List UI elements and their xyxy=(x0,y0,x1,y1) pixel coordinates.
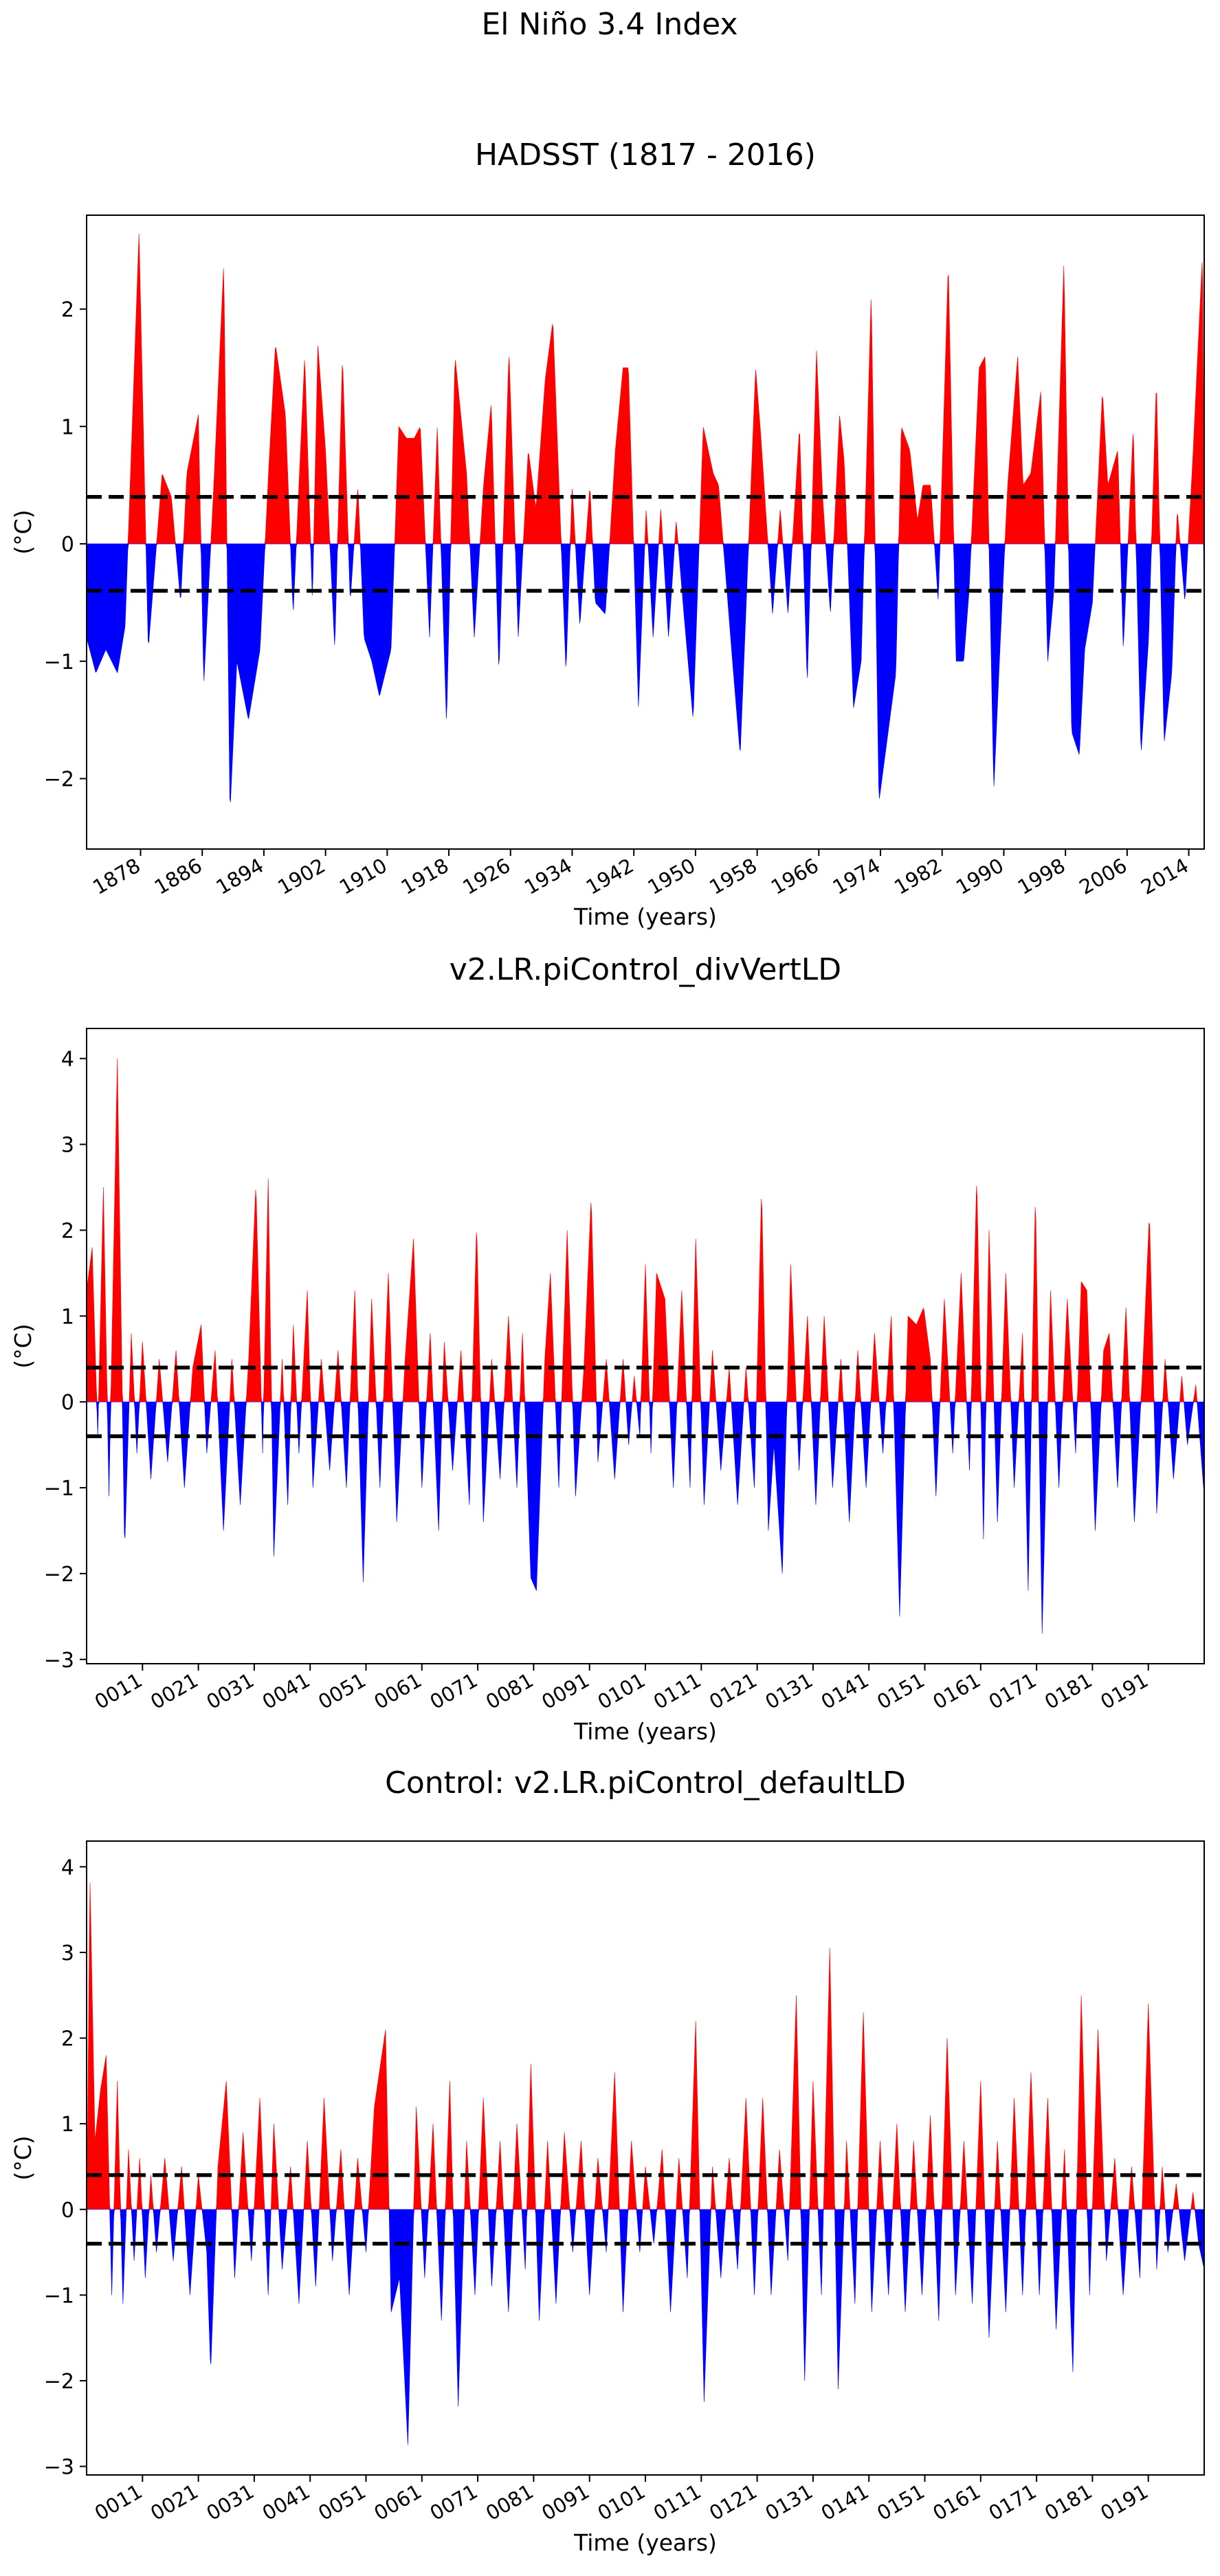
x-tick-label: 0091 xyxy=(537,1669,593,1714)
x-axis-label: Time (years) xyxy=(573,2529,717,2556)
x-tick-label: 0191 xyxy=(1096,2480,1152,2525)
y-tick-label: −2 xyxy=(44,1563,74,1587)
y-tick-label: 2 xyxy=(61,298,74,322)
x-tick-label: 0061 xyxy=(370,1669,425,1714)
x-tick-label: 1910 xyxy=(335,854,391,899)
x-tick-label: 1886 xyxy=(151,854,206,899)
x-tick-label: 0141 xyxy=(817,1669,873,1714)
x-tick-label: 0131 xyxy=(761,2480,817,2525)
x-tick-label: 1918 xyxy=(397,854,453,899)
x-tick-label: 0131 xyxy=(761,1669,817,1714)
x-tick-label: 0121 xyxy=(705,1669,761,1714)
y-axis-label: (°C) xyxy=(10,1323,36,1368)
x-tick-label: 0101 xyxy=(594,2480,650,2525)
x-tick-label: 0041 xyxy=(258,1669,314,1714)
x-tick-label: 0171 xyxy=(985,2480,1041,2525)
x-tick-label: 0161 xyxy=(929,1669,984,1714)
y-tick-label: −3 xyxy=(44,1649,74,1673)
x-tick-label: 1894 xyxy=(212,854,267,899)
x-tick-label: 1950 xyxy=(643,854,699,899)
x-axis-label: Time (years) xyxy=(573,1718,717,1745)
negative-anomaly-area xyxy=(87,1401,1205,1634)
y-tick-label: 3 xyxy=(61,1134,74,1158)
y-tick-label: −2 xyxy=(44,768,74,792)
y-tick-label: 0 xyxy=(61,533,74,557)
y-tick-label: 4 xyxy=(61,1048,74,1072)
y-axis-label: (°C) xyxy=(10,2135,36,2180)
y-tick-label: −1 xyxy=(44,650,74,674)
x-tick-label: 0161 xyxy=(929,2480,984,2525)
x-tick-label: 0081 xyxy=(482,2480,537,2525)
y-tick-label: 4 xyxy=(61,1856,74,1880)
x-tick-label: 0151 xyxy=(873,2480,929,2525)
y-tick-label: −1 xyxy=(44,1477,74,1501)
y-tick-label: 3 xyxy=(61,1941,74,1966)
positive-anomaly-area xyxy=(86,1058,1204,1402)
x-tick-label: 0111 xyxy=(650,1669,705,1714)
x-tick-label: 0121 xyxy=(705,2480,761,2525)
x-tick-label: 0051 xyxy=(314,2480,370,2525)
chart-title: v2.LR.piControl_divVertLD xyxy=(450,952,841,987)
y-tick-label: 1 xyxy=(61,2113,74,2137)
x-tick-label: 0071 xyxy=(426,2480,482,2525)
x-tick-label: 0181 xyxy=(1041,1669,1096,1714)
x-tick-label: 1902 xyxy=(274,854,329,899)
x-tick-label: 1926 xyxy=(458,854,514,899)
x-tick-label: 0171 xyxy=(985,1669,1041,1714)
y-tick-label: 1 xyxy=(61,415,74,439)
x-tick-label: 1942 xyxy=(582,854,638,899)
x-tick-label: 1974 xyxy=(829,854,885,899)
x-tick-label: 0021 xyxy=(146,2480,202,2525)
x-tick-label: 1878 xyxy=(89,854,144,899)
y-tick-label: −3 xyxy=(44,2456,74,2480)
x-tick-label: 0021 xyxy=(146,1669,202,1714)
chart-title: HADSST (1817 - 2016) xyxy=(475,137,816,173)
y-tick-label: 2 xyxy=(61,1219,74,1243)
x-tick-label: 0151 xyxy=(873,1669,929,1714)
positive-anomaly-area xyxy=(86,1882,1204,2210)
x-tick-label: 0061 xyxy=(370,2480,425,2525)
x-tick-label: 0031 xyxy=(202,2480,258,2525)
x-tick-label: 1990 xyxy=(952,854,1008,899)
x-tick-label: 2014 xyxy=(1137,854,1193,899)
y-tick-label: 1 xyxy=(61,1305,74,1329)
x-tick-label: 0011 xyxy=(91,2480,146,2525)
y-axis-label: (°C) xyxy=(10,509,36,554)
x-tick-label: 1958 xyxy=(705,854,761,899)
x-tick-label: 2006 xyxy=(1075,854,1131,899)
negative-anomaly-area xyxy=(86,543,1205,802)
figure-title: El Niño 3.4 Index xyxy=(481,7,737,42)
x-tick-label: 0011 xyxy=(91,1669,146,1714)
negative-anomaly-area xyxy=(86,2209,1205,2445)
axes-frame xyxy=(86,214,1205,850)
x-tick-label: 1998 xyxy=(1014,854,1069,899)
y-tick-label: 0 xyxy=(61,1391,74,1415)
x-tick-label: 1982 xyxy=(890,854,946,899)
axes-frame xyxy=(86,1840,1205,2476)
y-tick-label: −2 xyxy=(44,2370,74,2394)
x-tick-label: 1934 xyxy=(520,854,576,899)
panel-divvertld: v2.LR.piControl_divVertLD −3 −2 −1 0 1 2 3 4 0011… xyxy=(10,952,1205,1745)
x-axis-label: Time (years) xyxy=(573,903,717,930)
x-tick-label: 0051 xyxy=(314,1669,370,1714)
x-tick-label: 0081 xyxy=(482,1669,537,1714)
x-tick-label: 0071 xyxy=(426,1669,482,1714)
x-tick-label: 0181 xyxy=(1041,2480,1096,2525)
positive-anomaly-area xyxy=(87,233,1205,544)
x-tick-label: 0191 xyxy=(1096,1669,1152,1714)
chart-title: Control: v2.LR.piControl_defaultLD xyxy=(385,1765,906,1801)
x-tick-label: 0111 xyxy=(650,2480,705,2525)
y-tick-label: 0 xyxy=(61,2199,74,2223)
panel-defaultld: Control: v2.LR.piControl_defaultLD −3 −2 −1… xyxy=(10,1765,1205,2556)
x-tick-label: 0141 xyxy=(817,2480,873,2525)
x-tick-label: 1966 xyxy=(767,854,823,899)
x-tick-label: 0091 xyxy=(537,2480,593,2525)
x-tick-label: 0041 xyxy=(258,2480,314,2525)
x-tick-label: 0101 xyxy=(594,1669,650,1714)
x-tick-label: 0031 xyxy=(202,1669,258,1714)
y-tick-label: 2 xyxy=(61,2027,74,2051)
y-tick-label: −1 xyxy=(44,2284,74,2308)
